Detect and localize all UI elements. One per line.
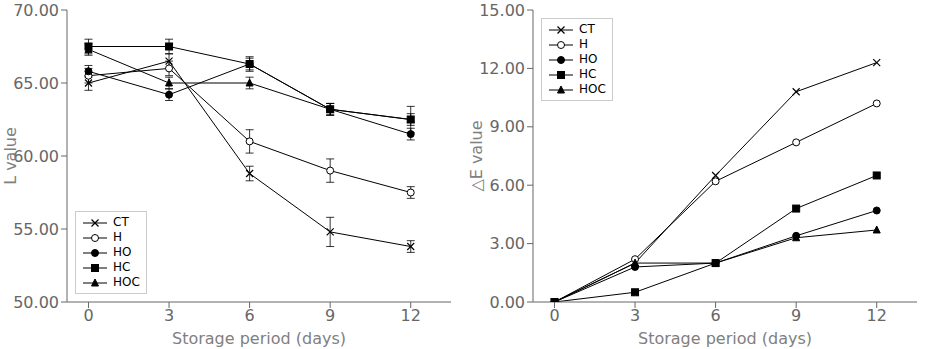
svg-text:9: 9 xyxy=(791,306,801,325)
svg-text:65.00: 65.00 xyxy=(13,74,59,93)
svg-text:70.00: 70.00 xyxy=(13,1,59,20)
svg-text:3: 3 xyxy=(164,306,174,325)
svg-text:12: 12 xyxy=(401,306,421,325)
svg-text:50.00: 50.00 xyxy=(13,293,59,312)
html-text:HO: HO xyxy=(579,52,598,66)
html-text:HC: HC xyxy=(579,67,597,81)
html-text:HOC: HOC xyxy=(579,82,606,96)
svg-text:9: 9 xyxy=(325,306,335,325)
svg-text:15.00: 15.00 xyxy=(479,1,525,20)
svg-text:Storage period (days): Storage period (days) xyxy=(638,329,812,348)
svg-text:12: 12 xyxy=(867,306,887,325)
svg-text:55.00: 55.00 xyxy=(13,220,59,239)
html-text:CT: CT xyxy=(579,22,595,36)
svg-text:6.00: 6.00 xyxy=(489,176,525,195)
html-text:HC: HC xyxy=(113,260,131,274)
svg-text:△E value: △E value xyxy=(467,120,486,191)
svg-text:0: 0 xyxy=(83,306,93,325)
svg-text:9.00: 9.00 xyxy=(489,117,525,136)
svg-text:6: 6 xyxy=(711,306,721,325)
svg-text:0: 0 xyxy=(549,306,559,325)
svg-text:Storage period (days): Storage period (days) xyxy=(172,329,346,348)
html-text:HO: HO xyxy=(113,245,132,259)
html-text:CT: CT xyxy=(113,215,129,229)
svg-text:60.00: 60.00 xyxy=(13,147,59,166)
svg-text:6: 6 xyxy=(245,306,255,325)
html-text:H: H xyxy=(113,230,122,244)
html-text:H: H xyxy=(579,37,588,51)
html-text:HOC: HOC xyxy=(113,275,140,289)
svg-text:3: 3 xyxy=(630,306,640,325)
svg-text:0.00: 0.00 xyxy=(489,293,525,312)
svg-text:12.00: 12.00 xyxy=(479,59,525,78)
svg-text:L value: L value xyxy=(8,127,20,185)
svg-text:3.00: 3.00 xyxy=(489,234,525,253)
